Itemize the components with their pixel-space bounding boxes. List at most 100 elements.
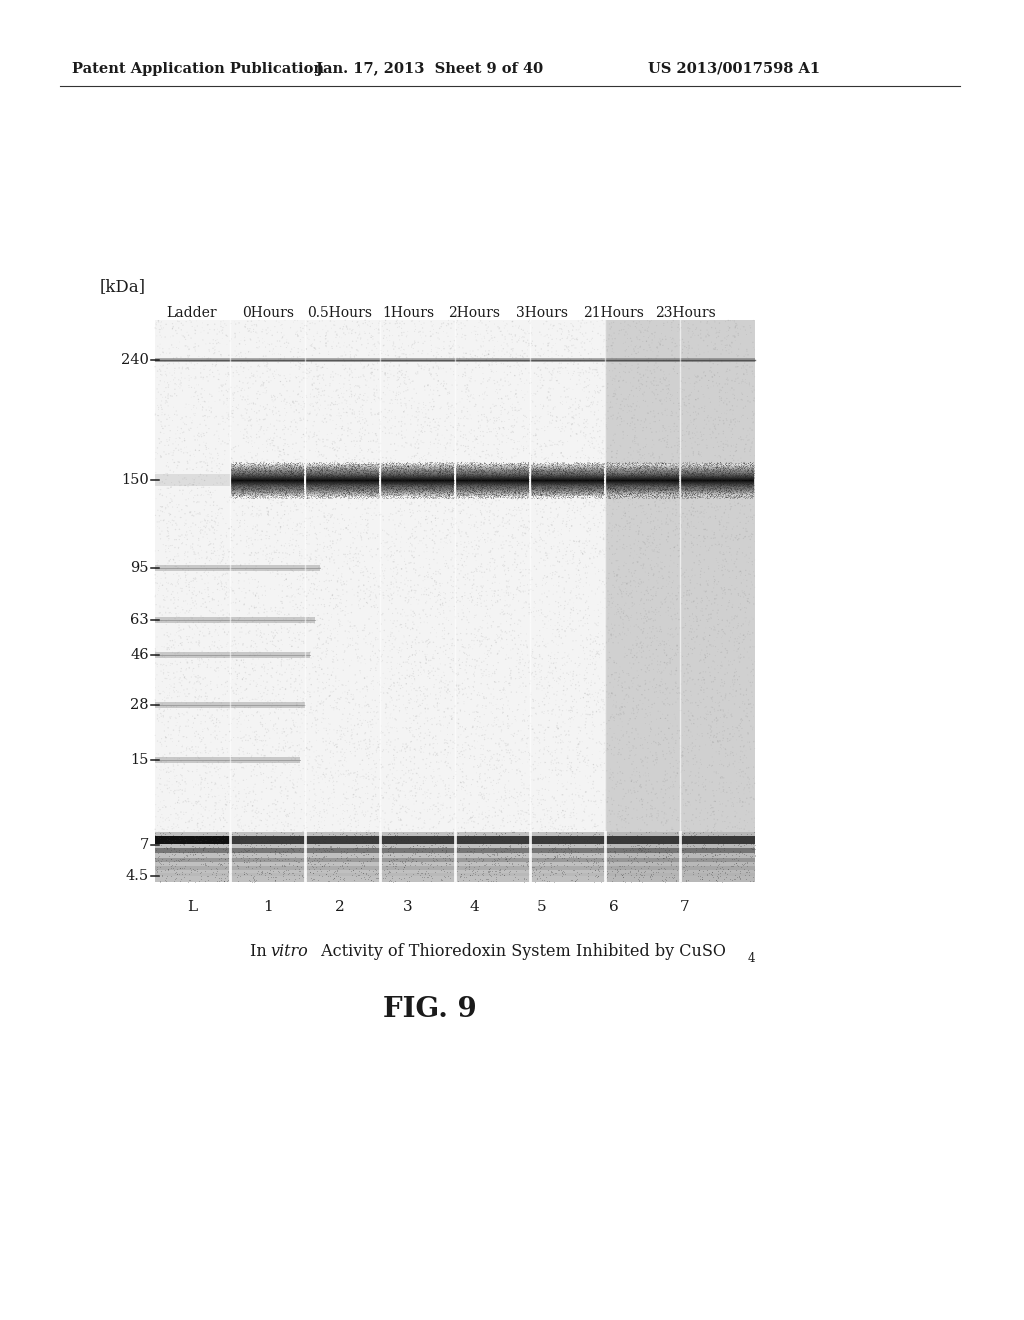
- Point: [298, 487, 314, 508]
- Point: [532, 789, 549, 810]
- Point: [507, 487, 523, 508]
- Point: [580, 389, 596, 411]
- Point: [436, 455, 453, 477]
- Point: [568, 404, 585, 425]
- Point: [460, 453, 476, 474]
- Point: [546, 788, 562, 809]
- Point: [594, 467, 610, 488]
- Point: [662, 585, 678, 606]
- Point: [377, 314, 393, 335]
- Point: [489, 521, 506, 543]
- Point: [500, 351, 516, 372]
- Point: [227, 474, 244, 495]
- Point: [329, 437, 345, 458]
- Point: [377, 863, 393, 884]
- Point: [603, 457, 620, 478]
- Text: 0Hours: 0Hours: [242, 306, 294, 319]
- Point: [345, 550, 361, 572]
- Point: [415, 455, 431, 477]
- Point: [249, 644, 265, 665]
- Point: [212, 642, 228, 663]
- Point: [447, 855, 464, 876]
- Point: [650, 846, 667, 867]
- Point: [639, 733, 655, 754]
- Point: [312, 487, 329, 508]
- Point: [649, 748, 666, 770]
- Point: [719, 808, 735, 829]
- Point: [284, 453, 300, 474]
- Point: [437, 465, 454, 486]
- Point: [283, 477, 299, 498]
- Point: [684, 605, 700, 626]
- Point: [656, 470, 673, 491]
- Point: [504, 482, 520, 503]
- Point: [326, 483, 342, 504]
- Point: [631, 470, 647, 491]
- Point: [624, 457, 640, 478]
- Point: [648, 483, 665, 504]
- Point: [713, 858, 729, 879]
- Point: [193, 556, 209, 577]
- Point: [583, 474, 599, 495]
- Point: [288, 516, 304, 537]
- Point: [529, 516, 546, 537]
- Point: [304, 313, 321, 334]
- Point: [688, 454, 705, 475]
- Point: [323, 866, 339, 887]
- Point: [245, 462, 261, 483]
- Point: [194, 854, 210, 875]
- Point: [458, 454, 474, 475]
- Point: [702, 634, 719, 655]
- Point: [463, 453, 479, 474]
- Point: [554, 738, 570, 759]
- Point: [292, 846, 308, 867]
- Point: [393, 483, 410, 504]
- Point: [562, 469, 579, 490]
- Point: [630, 454, 646, 475]
- Point: [274, 466, 291, 487]
- Point: [461, 455, 477, 477]
- Point: [631, 380, 647, 401]
- Point: [421, 454, 437, 475]
- Point: [264, 483, 281, 504]
- Point: [418, 475, 434, 496]
- Point: [557, 473, 573, 494]
- Point: [615, 478, 632, 499]
- Point: [716, 516, 732, 537]
- Point: [219, 742, 236, 763]
- Point: [443, 467, 460, 488]
- Point: [606, 463, 623, 484]
- Point: [226, 524, 243, 545]
- Point: [395, 796, 412, 817]
- Point: [297, 682, 313, 704]
- Point: [544, 482, 560, 503]
- Point: [588, 486, 604, 507]
- Point: [595, 438, 611, 459]
- Point: [720, 478, 736, 499]
- Point: [464, 821, 480, 842]
- Point: [284, 455, 300, 477]
- Point: [260, 796, 276, 817]
- Point: [488, 486, 505, 507]
- Point: [606, 483, 623, 504]
- Point: [389, 760, 406, 781]
- Point: [603, 477, 620, 498]
- Point: [358, 676, 375, 697]
- Point: [380, 367, 396, 388]
- Point: [482, 477, 499, 498]
- Point: [251, 473, 267, 494]
- Point: [613, 319, 630, 341]
- Point: [317, 570, 334, 591]
- Point: [708, 495, 724, 516]
- Point: [383, 470, 399, 491]
- Point: [652, 482, 669, 503]
- Point: [365, 483, 381, 504]
- Point: [640, 583, 656, 605]
- Point: [559, 471, 575, 492]
- Point: [288, 531, 304, 552]
- Point: [626, 478, 642, 499]
- Point: [335, 461, 351, 482]
- Point: [275, 463, 292, 484]
- Point: [685, 841, 701, 862]
- Point: [225, 491, 242, 512]
